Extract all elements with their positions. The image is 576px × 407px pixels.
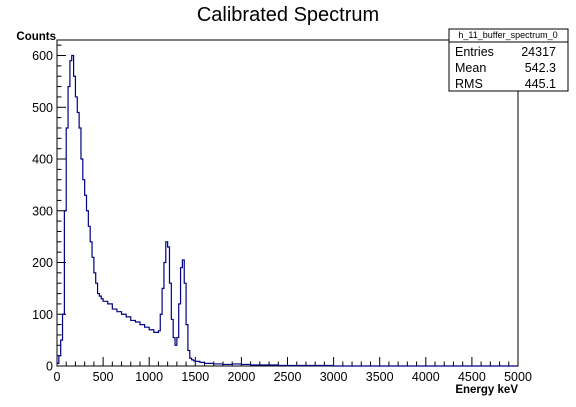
- x-tick-label: 0: [54, 370, 61, 384]
- stats-box-name: h_11_buffer_spectrum_0: [458, 30, 557, 40]
- x-tick-label: 4500: [458, 370, 486, 384]
- y-tick-label: 600: [32, 49, 53, 63]
- stats-box: h_11_buffer_spectrum_0 Entries 24317 Mea…: [448, 28, 569, 92]
- x-axis-title: Energy keV: [455, 384, 518, 396]
- y-tick-label: 0: [46, 360, 53, 374]
- x-tick-label: 4000: [412, 370, 440, 384]
- x-tick-label: 5000: [504, 370, 532, 384]
- x-axis: 0 500 1000 1500 2000 2500 3000 3500 4000 4500 5000: [54, 357, 532, 384]
- x-tick-label: 1000: [135, 370, 163, 384]
- y-tick-label: 300: [32, 204, 53, 218]
- stats-rms-value: 445.1: [525, 77, 556, 91]
- x-tick-label: 3000: [320, 370, 348, 384]
- y-tick-label: 500: [32, 101, 53, 115]
- stats-entries-value: 24317: [521, 45, 556, 59]
- y-tick-label: 100: [32, 308, 53, 322]
- y-tick-label: 400: [32, 153, 53, 167]
- x-tick-label: 2000: [227, 370, 255, 384]
- x-tick-label: 500: [93, 370, 114, 384]
- series-layer: [57, 54, 518, 367]
- x-tick-label: 3500: [366, 370, 394, 384]
- stats-entries-label: Entries: [455, 45, 494, 59]
- x-tick-label: 2500: [274, 370, 302, 384]
- chart-title: Calibrated Spectrum: [197, 4, 379, 26]
- y-tick-label: 200: [32, 256, 53, 270]
- stats-mean-label: Mean: [455, 61, 486, 75]
- spectrum-histogram-line: [57, 54, 518, 367]
- y-axis-title: Counts: [16, 31, 56, 43]
- x-tick-label: 1500: [181, 370, 209, 384]
- stats-mean-value: 542.3: [525, 61, 556, 75]
- stats-rms-label: RMS: [455, 77, 483, 91]
- y-axis: 0 100 200 300 400 500 600: [32, 44, 66, 374]
